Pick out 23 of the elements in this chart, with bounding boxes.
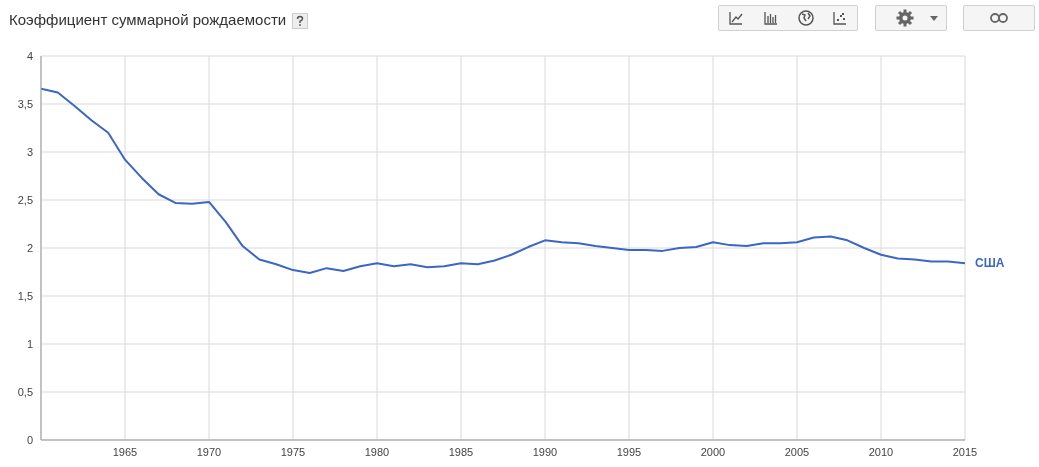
chart-title: Коэффициент суммарной рождаемости	[9, 11, 288, 30]
y-tick-label: 0,5	[17, 385, 33, 398]
y-tick-label: 1	[26, 337, 33, 350]
line-series	[41, 87, 965, 274]
y-tick-label: 3	[26, 145, 33, 158]
y-tick-label: 2,5	[17, 193, 33, 206]
x-tick-label: 1975	[280, 445, 306, 458]
x-tick-label: 1990	[532, 445, 558, 458]
x-tick-label: 2015	[952, 445, 978, 458]
x-tick-label: 2005	[784, 445, 810, 458]
x-tick-label: 2010	[868, 445, 894, 458]
x-tick-label: 1980	[364, 445, 390, 458]
x-tick-label: 2000	[700, 445, 726, 458]
series-label: США	[975, 256, 1005, 271]
x-tick-label: 1985	[448, 445, 474, 458]
x-tick-label: 1965	[112, 445, 138, 458]
y-tick-label: 0	[26, 433, 33, 446]
x-tick-label: 1995	[616, 445, 642, 458]
y-tick-label: 2	[26, 241, 33, 254]
x-tick-label: 1970	[196, 445, 222, 458]
y-tick-label: 1,5	[17, 289, 33, 302]
y-tick-label: 4	[26, 49, 33, 62]
y-tick-label: 3,5	[17, 97, 33, 110]
